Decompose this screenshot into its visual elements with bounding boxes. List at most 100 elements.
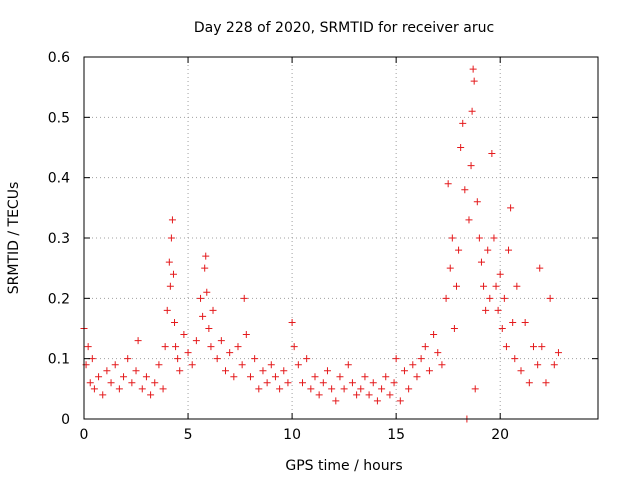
y-tick-label: 0.6	[48, 50, 70, 66]
data-point	[234, 343, 242, 351]
data-point	[465, 216, 473, 224]
data-point	[517, 367, 525, 375]
data-point	[226, 349, 234, 357]
y-axis-title: SRMTID / TECUs	[6, 182, 22, 295]
data-point	[353, 391, 361, 399]
data-point	[496, 270, 504, 278]
data-point	[172, 343, 180, 351]
data-point	[311, 373, 319, 381]
data-point	[369, 379, 377, 387]
data-point	[230, 373, 238, 381]
data-point	[299, 379, 307, 387]
x-tick-label: 5	[184, 427, 193, 443]
data-point	[120, 373, 128, 381]
data-point	[467, 162, 475, 170]
data-point	[546, 294, 554, 302]
data-point	[201, 264, 209, 272]
data-point	[161, 343, 169, 351]
x-axis-title: GPS time / hours	[285, 458, 402, 474]
data-point	[319, 379, 327, 387]
data-point	[461, 186, 469, 194]
data-point	[507, 204, 515, 212]
data-point	[263, 379, 271, 387]
data-point	[448, 234, 456, 242]
data-point	[357, 385, 365, 393]
data-point	[344, 361, 352, 369]
data-point	[409, 361, 417, 369]
data-point	[450, 325, 458, 332]
x-tick-label: 15	[387, 427, 405, 443]
data-point	[284, 379, 292, 387]
data-point	[246, 373, 254, 381]
data-point	[242, 331, 250, 339]
data-point	[184, 349, 192, 357]
data-point	[505, 246, 513, 254]
data-point	[238, 361, 246, 369]
data-point	[99, 391, 107, 399]
data-point	[500, 294, 508, 302]
data-point	[340, 385, 348, 393]
data-point	[290, 343, 298, 351]
data-point	[482, 306, 490, 314]
data-point	[513, 282, 521, 290]
data-point	[332, 397, 340, 405]
data-point	[373, 397, 381, 405]
data-point	[434, 349, 442, 357]
data-point	[525, 379, 533, 387]
data-point	[84, 343, 92, 351]
data-point	[494, 306, 502, 314]
data-point	[202, 252, 210, 260]
x-tick-label: 20	[491, 427, 509, 443]
data-point	[521, 318, 529, 326]
data-point	[480, 282, 488, 290]
data-point	[452, 282, 460, 290]
data-point	[470, 77, 478, 85]
data-point	[167, 234, 175, 242]
data-point	[168, 216, 176, 224]
data-point	[542, 379, 550, 387]
data-point	[400, 367, 408, 375]
data-point	[288, 318, 296, 326]
data-point	[171, 318, 179, 326]
data-point	[151, 379, 159, 387]
data-point	[468, 107, 476, 115]
data-point	[155, 361, 163, 369]
data-point	[538, 343, 546, 351]
data-point	[430, 331, 438, 339]
data-point	[107, 379, 115, 387]
y-tick-label: 0.3	[48, 231, 70, 247]
data-point	[303, 355, 311, 363]
data-point	[267, 361, 275, 369]
data-point	[180, 331, 188, 339]
data-point	[477, 258, 485, 266]
data-point	[444, 180, 452, 188]
data-point	[209, 306, 217, 314]
data-point	[174, 355, 182, 363]
data-point	[488, 150, 496, 158]
data-point	[95, 373, 103, 381]
data-point	[457, 144, 465, 151]
data-point	[348, 379, 356, 387]
data-point	[498, 325, 506, 332]
data-point	[86, 379, 94, 387]
data-point	[124, 355, 132, 363]
data-point	[413, 373, 421, 381]
data-point	[255, 385, 263, 393]
data-point	[550, 361, 558, 369]
data-markers	[80, 65, 562, 423]
data-point	[132, 367, 140, 375]
data-point	[382, 373, 390, 381]
y-tick-label: 0.2	[48, 291, 70, 307]
data-point	[176, 367, 184, 375]
data-point	[111, 361, 119, 369]
data-point	[197, 294, 205, 302]
data-point	[165, 258, 173, 266]
data-point	[473, 198, 481, 206]
data-point	[203, 288, 211, 296]
data-point	[134, 337, 142, 345]
data-point	[459, 119, 467, 127]
data-point	[199, 312, 207, 320]
data-point	[405, 385, 413, 393]
data-point	[417, 355, 425, 363]
data-point	[534, 361, 542, 369]
